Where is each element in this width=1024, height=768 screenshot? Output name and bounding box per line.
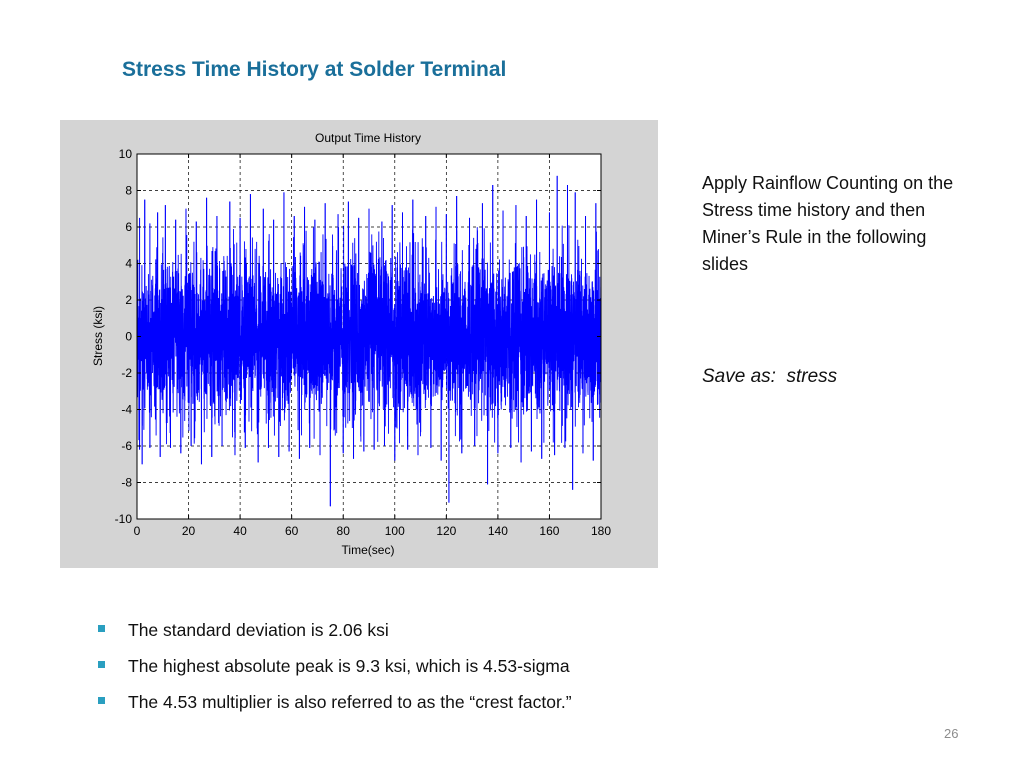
y-tick-label: 10 [119, 147, 133, 161]
x-tick-label: 80 [337, 524, 351, 538]
x-tick-label: 120 [436, 524, 456, 538]
chart-figure: Output Time History 0 20 40 60 80 100 120 140 16… [60, 120, 658, 568]
x-tick-label: 100 [385, 524, 405, 538]
bullet-item: The 4.53 multiplier is also referred to … [98, 684, 572, 720]
stress-time-history-chart: Output Time History 0 20 40 60 80 100 120 140 16… [60, 120, 658, 568]
y-tick-label: -2 [121, 366, 132, 380]
bullet-text: The 4.53 multiplier is also referred to … [128, 692, 572, 712]
series-stress [136, 175, 602, 507]
x-tick-label: 0 [134, 524, 141, 538]
chart-title: Output Time History [315, 131, 421, 145]
y-tick-label: -4 [121, 403, 132, 417]
bullet-item: The standard deviation is 2.06 ksi [98, 612, 572, 648]
save-note: Save as: stress [702, 366, 838, 387]
square-bullet-icon [98, 661, 105, 668]
x-tick-label: 160 [539, 524, 559, 538]
x-tick-label: 60 [285, 524, 299, 538]
slide-title: Stress Time History at Solder Terminal [122, 58, 507, 81]
y-tick-label: 8 [125, 184, 132, 198]
square-bullet-icon [98, 625, 105, 632]
bullet-list: The standard deviation is 2.06 ksi The h… [98, 612, 572, 720]
axis-ticks: 0 20 40 60 80 100 120 140 160 1801086420-2-4-6-8-… [115, 147, 612, 538]
bullet-text: The standard deviation is 2.06 ksi [128, 620, 389, 640]
x-axis-label: Time(sec) [342, 543, 395, 557]
y-tick-label: 6 [125, 220, 132, 234]
x-tick-label: 180 [591, 524, 611, 538]
y-tick-label: -6 [121, 439, 132, 453]
side-note: Apply Rainflow Counting on the Stress ti… [702, 173, 954, 274]
y-tick-label: -8 [121, 476, 132, 490]
y-tick-label: 0 [125, 330, 132, 344]
y-axis-label: Stress (ksi) [91, 306, 105, 366]
y-tick-label: 4 [125, 257, 132, 271]
y-tick-label: 2 [125, 293, 132, 307]
y-tick-label: -10 [115, 512, 133, 526]
page-number: 26 [944, 726, 959, 741]
x-tick-label: 40 [233, 524, 247, 538]
x-tick-label: 20 [182, 524, 196, 538]
x-tick-label: 140 [488, 524, 508, 538]
square-bullet-icon [98, 697, 105, 704]
bullet-text: The highest absolute peak is 9.3 ksi, wh… [128, 656, 570, 676]
bullet-item: The highest absolute peak is 9.3 ksi, wh… [98, 648, 572, 684]
